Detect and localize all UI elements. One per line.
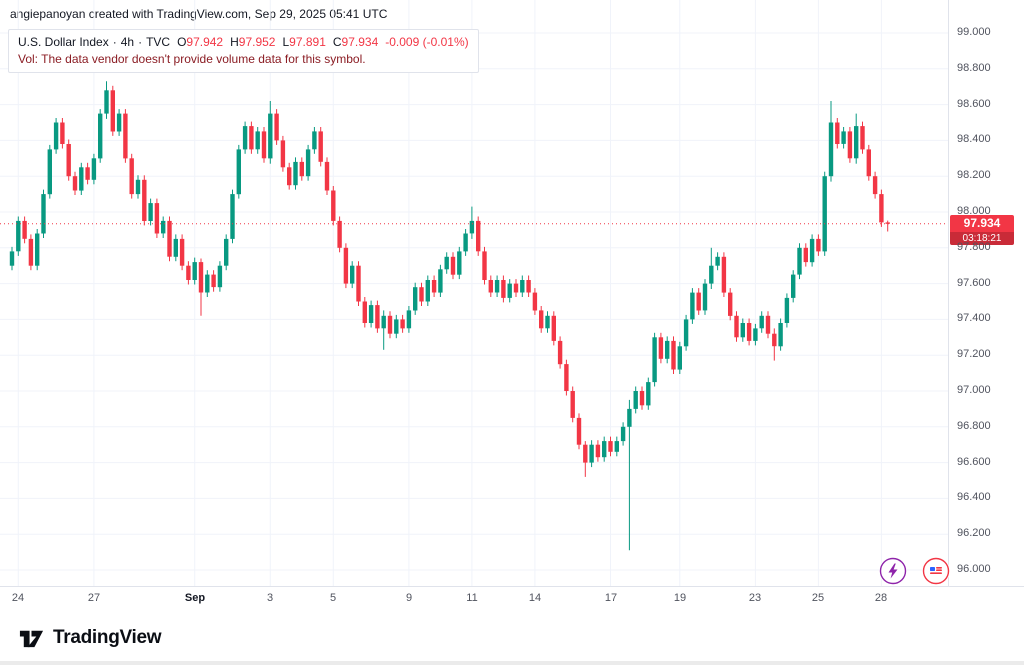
separator: · [112, 35, 117, 49]
symbol-title[interactable]: U.S. Dollar Index [18, 35, 109, 49]
bottom-edge [0, 661, 1024, 665]
low-label: L [282, 35, 290, 49]
price-axis-label: 97.600 [957, 277, 991, 289]
lightning-icon [879, 557, 907, 585]
change-value: -0.009 (-0.01%) [385, 35, 469, 49]
time-axis-label: 14 [528, 592, 542, 604]
close-value: 97.934 [341, 35, 379, 49]
price-axis-label: 98.800 [957, 62, 991, 74]
price-axis-label: 96.800 [957, 420, 991, 432]
time-axis-label: 28 [874, 592, 888, 604]
legend-ohlc-row: U.S. Dollar Index · 4h · TVC O97.942 H97.952 L9… [18, 34, 469, 51]
volume-label: Vol: [18, 52, 39, 66]
price-axis-label: 98.400 [957, 133, 991, 145]
symbol-legend: U.S. Dollar Index · 4h · TVC O97.942 H97.952 L9… [8, 29, 479, 73]
price-axis-label: 97.200 [957, 348, 991, 360]
volume-message: The data vendor doesn't provide volume d… [41, 52, 366, 66]
us-events-button[interactable] [922, 557, 950, 585]
bar-countdown: 03:18:21 [950, 232, 1014, 245]
time-axis-label: 11 [466, 592, 478, 604]
price-axis-label: 98.600 [957, 98, 991, 110]
time-axis-label: 27 [87, 592, 101, 604]
time-axis-border [0, 586, 1024, 587]
open-value: 97.942 [186, 35, 224, 49]
price-axis-label: 98.000 [957, 205, 991, 217]
price-axis-label: 99.000 [957, 26, 991, 38]
time-axis-label: 25 [811, 592, 825, 604]
high-label: H [230, 35, 239, 49]
time-axis-label: 3 [266, 592, 274, 604]
candlestick-chart[interactable] [0, 0, 948, 586]
price-axis-label: 98.200 [957, 169, 991, 181]
time-axis[interactable]: 24 27 Sep 3 5 9 11 14 17 19 23 25 28 [0, 587, 948, 613]
attribution-text: angiepanoyan created with TradingView.co… [10, 7, 388, 21]
time-axis-label: 23 [748, 592, 762, 604]
price-axis-label: 97.000 [957, 384, 991, 396]
high-value: 97.952 [238, 35, 276, 49]
price-axis-label: 97.800 [957, 241, 991, 253]
close-label: C [332, 35, 342, 49]
price-axis[interactable]: 97.934 03:18:21 99.000 98.800 98.600 98.400… [949, 0, 1024, 586]
footer-bar: TradingView [0, 614, 1024, 661]
us-flag-icon [922, 557, 950, 585]
separator: · [138, 35, 143, 49]
time-axis-label: 24 [11, 592, 25, 604]
current-price-value: 97.934 [950, 215, 1014, 232]
low-value: 97.891 [289, 35, 326, 49]
time-axis-label: 5 [329, 592, 337, 604]
volume-message-row: Vol: The data vendor doesn't provide vol… [18, 51, 469, 68]
time-axis-label: 9 [405, 592, 413, 604]
quick-trade-button[interactable] [879, 557, 907, 585]
interval-label[interactable]: 4h [120, 35, 135, 49]
tradingview-logo-icon [19, 630, 44, 648]
current-price-badge: 97.934 03:18:21 [950, 215, 1014, 245]
candles-canvas[interactable] [0, 0, 948, 586]
time-axis-label: 17 [604, 592, 618, 604]
price-axis-label: 96.600 [957, 456, 991, 468]
price-axis-label: 96.000 [957, 563, 991, 575]
open-label: O [177, 35, 187, 49]
price-axis-border [948, 0, 949, 586]
tradingview-logo-text: TradingView [53, 626, 162, 648]
tradingview-logo[interactable]: TradingView [18, 624, 162, 651]
exchange-label: TVC [146, 35, 171, 49]
price-axis-label: 97.400 [957, 312, 991, 324]
time-axis-label: 19 [673, 592, 687, 604]
price-axis-label: 96.400 [957, 491, 991, 503]
price-axis-label: 96.200 [957, 527, 991, 539]
time-axis-label: Sep [184, 592, 206, 604]
